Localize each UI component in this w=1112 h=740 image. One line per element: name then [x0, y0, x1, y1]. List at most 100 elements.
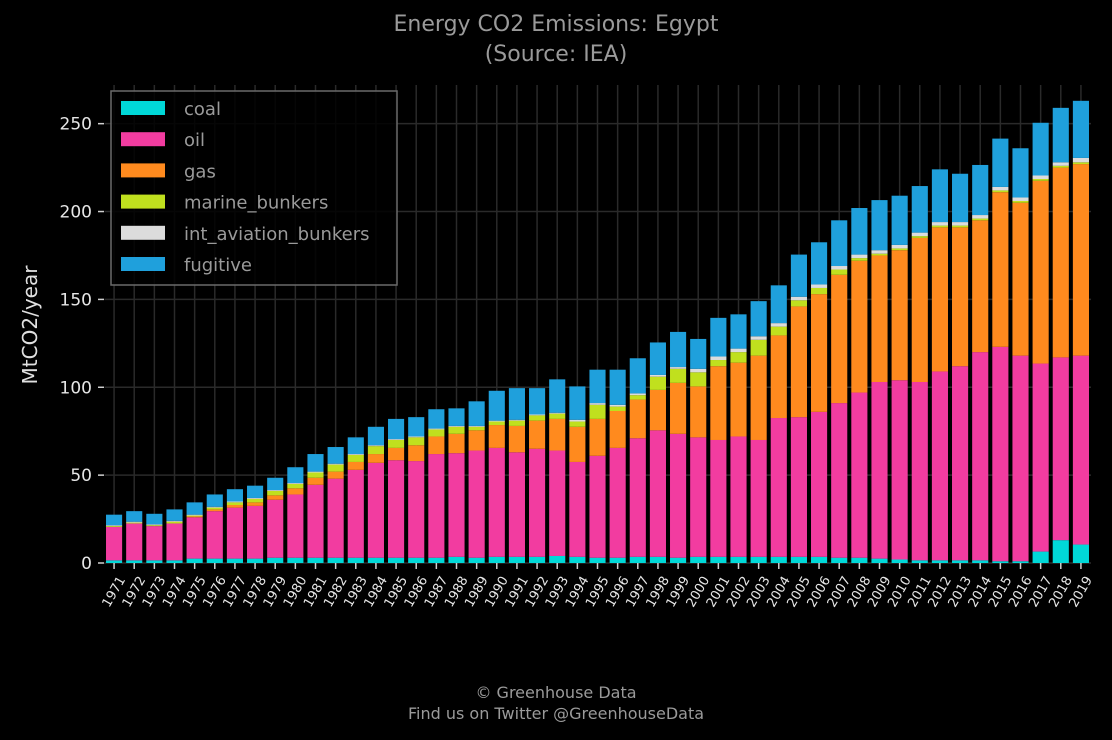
bar-oil [811, 411, 828, 557]
bar-fugitive [408, 417, 425, 437]
bar-marine_bunkers [629, 395, 646, 400]
bar-fugitive [851, 208, 868, 255]
bar-gas [710, 366, 727, 440]
bar-coal [750, 556, 767, 563]
y-tick-label: 150 [60, 290, 92, 310]
bar-oil [851, 392, 868, 558]
bar-int_aviation_bunkers [992, 186, 1009, 191]
bar-marine_bunkers [931, 225, 948, 228]
bar-gas [730, 362, 747, 437]
bar-coal [1052, 540, 1069, 563]
bar-int_aviation_bunkers [690, 368, 707, 373]
bar-marine_bunkers [307, 472, 324, 478]
bar-gas [529, 420, 546, 449]
bar-marine_bunkers [750, 339, 767, 356]
bar-int_aviation_bunkers [488, 420, 505, 422]
bar-int_aviation_bunkers [851, 254, 868, 259]
chart-title: Energy CO2 Emissions: Egypt [393, 12, 719, 37]
bar-int_aviation_bunkers [710, 356, 727, 361]
bar-marine_bunkers [206, 507, 223, 510]
bar-coal [871, 558, 888, 563]
bar-fugitive [226, 489, 243, 502]
bar-fugitive [529, 388, 546, 415]
legend-box [110, 90, 398, 286]
bar-coal [106, 560, 123, 563]
bar-oil [267, 499, 284, 558]
bar-fugitive [609, 369, 626, 405]
bar-oil [710, 439, 727, 557]
bar-fugitive [589, 369, 606, 404]
bar-coal [529, 556, 546, 563]
bar-coal [126, 560, 143, 563]
bar-gas [388, 447, 405, 461]
bar-marine_bunkers [690, 372, 707, 387]
bar-coal [226, 558, 243, 563]
bar-gas [851, 260, 868, 393]
bar-coal [247, 558, 264, 563]
bar-int_aviation_bunkers [307, 471, 324, 473]
bar-oil [609, 447, 626, 558]
bar-fugitive [710, 317, 727, 357]
bar-oil [911, 381, 928, 561]
bar-marine_bunkers [287, 483, 304, 489]
bar-gas [448, 433, 465, 454]
bar-marine_bunkers [911, 236, 928, 238]
footer-twitter: Find us on Twitter @GreenhouseData [407, 704, 705, 723]
bar-int_aviation_bunkers [508, 419, 525, 421]
bar-fugitive [569, 386, 586, 420]
bar-gas [690, 386, 707, 438]
bar-int_aviation_bunkers [911, 232, 928, 237]
bar-fugitive [267, 477, 284, 491]
bar-oil [529, 448, 546, 557]
bar-oil [307, 484, 324, 558]
bar-fugitive [629, 358, 646, 394]
bar-gas [247, 502, 264, 506]
bar-coal [730, 556, 747, 563]
bar-oil [448, 453, 465, 557]
bar-coal [710, 556, 727, 563]
bar-oil [428, 454, 445, 558]
y-tick-label: 250 [60, 115, 92, 135]
bar-int_aviation_bunkers [871, 250, 888, 254]
bar-oil [186, 517, 203, 559]
bar-oil [1032, 363, 1049, 552]
bar-oil [891, 380, 908, 560]
bar-coal [811, 556, 828, 563]
bar-int_aviation_bunkers [569, 419, 586, 422]
bar-fugitive [488, 390, 505, 421]
bar-int_aviation_bunkers [408, 436, 425, 438]
bar-int_aviation_bunkers [811, 284, 828, 288]
bar-int_aviation_bunkers [347, 454, 364, 455]
bar-coal [287, 557, 304, 563]
y-tick-label: 100 [60, 378, 92, 398]
bar-marine_bunkers [589, 404, 606, 419]
bar-marine_bunkers [831, 269, 848, 275]
bar-gas [367, 454, 384, 463]
bar-oil [992, 346, 1009, 562]
bar-marine_bunkers [388, 439, 405, 448]
bar-marine_bunkers [166, 521, 183, 524]
bar-int_aviation_bunkers [247, 497, 264, 499]
bar-int_aviation_bunkers [891, 244, 908, 249]
bar-marine_bunkers [1032, 179, 1049, 181]
bar-marine_bunkers [770, 326, 787, 336]
bar-int_aviation_bunkers [1072, 157, 1089, 163]
bar-marine_bunkers [710, 360, 727, 367]
bar-oil [871, 381, 888, 559]
bar-coal [448, 556, 465, 563]
bar-coal [408, 557, 425, 563]
bar-oil [730, 436, 747, 557]
bar-gas [670, 382, 687, 434]
bar-marine_bunkers [327, 464, 344, 472]
bar-gas [1052, 167, 1069, 358]
bar-oil [146, 526, 163, 561]
bar-oil [770, 418, 787, 557]
bar-coal [488, 556, 505, 563]
bar-int_aviation_bunkers [750, 336, 767, 340]
bar-int_aviation_bunkers [670, 367, 687, 369]
legend-label-marine_bunkers: marine_bunkers [184, 193, 328, 214]
bar-oil [670, 433, 687, 558]
bar-coal [206, 558, 223, 563]
bar-oil [831, 403, 848, 558]
legend-label-gas: gas [184, 161, 216, 182]
